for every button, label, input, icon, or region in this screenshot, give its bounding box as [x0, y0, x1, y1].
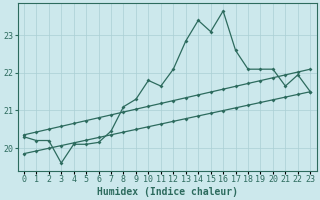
- X-axis label: Humidex (Indice chaleur): Humidex (Indice chaleur): [97, 186, 237, 197]
